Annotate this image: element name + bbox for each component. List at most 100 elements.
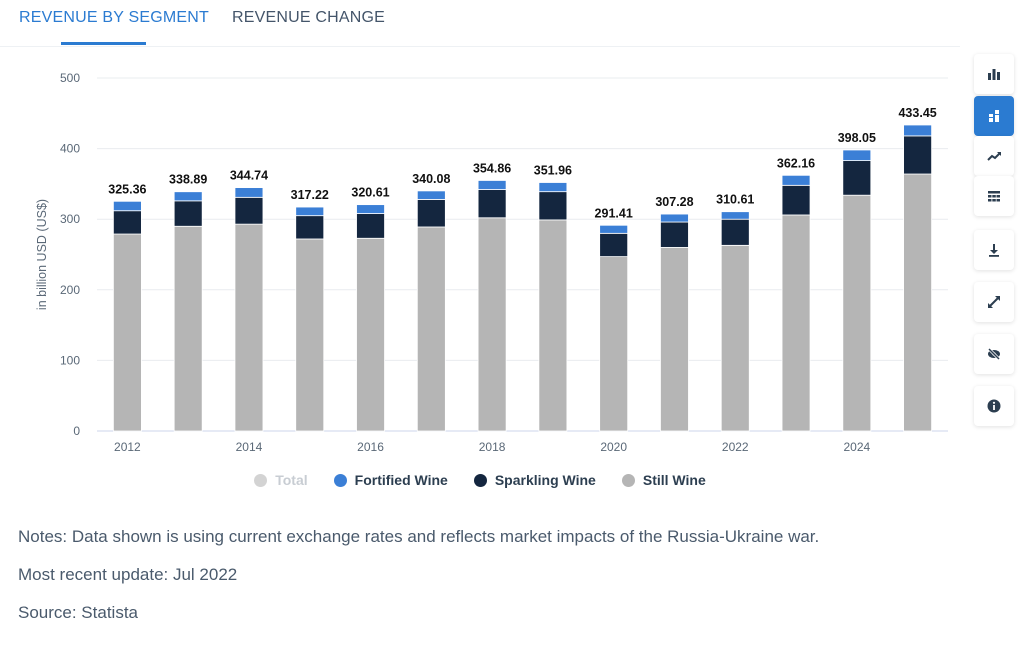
bar-segment-sparkling-wine bbox=[660, 221, 689, 248]
data-label-total: 398.05 bbox=[838, 131, 876, 145]
bar-segment-fortified-wine bbox=[112, 200, 142, 212]
update-text: Most recent update: Jul 2022 bbox=[18, 565, 238, 584]
bar-segment-still-wine bbox=[112, 233, 142, 432]
bar-segment-fortified-wine bbox=[660, 213, 689, 223]
data-label-total: 362.16 bbox=[777, 156, 815, 170]
bar-segment-still-wine bbox=[781, 214, 811, 432]
x-tick-label: 2024 bbox=[843, 440, 870, 454]
legend-swatch-sparkling-wine bbox=[473, 473, 487, 487]
data-label-total: 310.61 bbox=[716, 193, 754, 207]
bar-segment-sparkling-wine bbox=[112, 210, 142, 235]
bar-segment-fortified-wine bbox=[477, 180, 507, 190]
legend-item-still-wine[interactable]: Still Wine bbox=[621, 472, 706, 488]
bar-segment-fortified-wine bbox=[781, 174, 811, 186]
bar-segment-still-wine bbox=[173, 225, 203, 432]
bar-segment-sparkling-wine bbox=[356, 213, 385, 239]
data-label-total: 433.45 bbox=[898, 106, 936, 120]
bar-segment-sparkling-wine bbox=[173, 200, 203, 227]
legend-item-fortified-wine[interactable]: Fortified Wine bbox=[333, 472, 448, 488]
bar-segment-fortified-wine bbox=[842, 149, 872, 162]
data-label-total: 291.41 bbox=[595, 206, 633, 220]
legend-label-fortified-wine: Fortified Wine bbox=[354, 472, 448, 488]
bar-segment-still-wine bbox=[660, 247, 689, 432]
bar-segment-fortified-wine bbox=[173, 191, 203, 202]
legend-label-total: Total bbox=[275, 472, 308, 488]
stacked-bar-chart: 0 100 200 300 400 500 in billion USD (US$) 325.… bbox=[35, 71, 948, 454]
chart-notes: Notes: Data shown is using current excha… bbox=[18, 526, 819, 640]
legend-label-sparkling-wine: Sparkling Wine bbox=[494, 472, 596, 488]
legend-item-sparkling-wine[interactable]: Sparkling Wine bbox=[473, 472, 596, 488]
notes-text: Notes: Data shown is using current excha… bbox=[18, 527, 820, 546]
bar-segment-sparkling-wine bbox=[599, 232, 629, 258]
data-label-total: 344.74 bbox=[230, 169, 268, 183]
legend-label-still-wine: Still Wine bbox=[642, 472, 706, 488]
legend-swatch-total bbox=[254, 473, 268, 487]
legend-item-total[interactable]: Total bbox=[254, 472, 308, 488]
bar-segment-sparkling-wine bbox=[903, 135, 933, 175]
data-label-total: 351.96 bbox=[534, 164, 572, 178]
bar-segment-still-wine bbox=[599, 256, 629, 432]
data-label-total: 325.36 bbox=[108, 182, 146, 196]
y-tick-label: 0 bbox=[73, 424, 80, 438]
bar-segment-fortified-wine bbox=[295, 206, 325, 217]
x-tick-label: 2018 bbox=[479, 440, 506, 454]
data-label-total: 320.61 bbox=[351, 186, 389, 200]
info-icon bbox=[987, 399, 1001, 413]
bar-segment-fortified-wine bbox=[356, 204, 385, 214]
legend-swatch-still-wine bbox=[621, 473, 635, 487]
data-label-total: 354.86 bbox=[473, 161, 511, 175]
bar-segment-sparkling-wine bbox=[477, 189, 507, 219]
data-label-total: 307.28 bbox=[655, 195, 693, 209]
bar-segment-sparkling-wine bbox=[842, 160, 872, 196]
x-tick-label: 2014 bbox=[236, 440, 263, 454]
bar-segment-still-wine bbox=[842, 194, 872, 432]
trend-line-button[interactable] bbox=[974, 136, 1014, 176]
chart-toolbar bbox=[970, 52, 1018, 426]
active-tab-indicator bbox=[61, 42, 146, 45]
download-button[interactable] bbox=[974, 230, 1014, 270]
bar-segment-fortified-wine bbox=[599, 224, 629, 234]
fullscreen-button[interactable] bbox=[974, 282, 1014, 322]
y-tick-label: 400 bbox=[60, 142, 80, 156]
tab-revenue-change[interactable]: REVENUE CHANGE bbox=[232, 9, 386, 26]
bar-chart-icon bbox=[988, 69, 1000, 80]
bar-segment-fortified-wine bbox=[538, 182, 568, 193]
chart-legend: Total Fortified Wine Sparkling Wine Stil… bbox=[0, 472, 960, 488]
y-tick-label: 300 bbox=[60, 212, 80, 226]
bar-segment-still-wine bbox=[416, 226, 446, 432]
bar-segment-fortified-wine bbox=[416, 190, 446, 200]
bar-segment-fortified-wine bbox=[903, 124, 933, 137]
bar-segment-still-wine bbox=[903, 173, 933, 432]
bar-segment-still-wine bbox=[295, 238, 325, 432]
y-tick-label: 200 bbox=[60, 283, 80, 297]
bar-segment-sparkling-wine bbox=[416, 199, 446, 228]
tab-revenue-by-segment[interactable]: REVENUE BY SEGMENT bbox=[19, 9, 210, 26]
bar-segment-still-wine bbox=[538, 219, 568, 432]
download-icon bbox=[989, 244, 999, 257]
bar-segment-still-wine bbox=[720, 244, 750, 432]
y-tick-label: 100 bbox=[60, 353, 80, 367]
tab-bar: REVENUE BY SEGMENT REVENUE CHANGE bbox=[0, 0, 960, 47]
y-tick-label: 500 bbox=[60, 71, 80, 85]
info-button[interactable] bbox=[974, 386, 1014, 426]
table-icon bbox=[988, 191, 1000, 202]
x-tick-label: 2012 bbox=[114, 440, 141, 454]
bar-segment-sparkling-wine bbox=[538, 191, 568, 221]
stacked-chart-icon bbox=[989, 110, 999, 122]
bar-chart-button[interactable] bbox=[974, 54, 1014, 94]
hide-icon bbox=[987, 347, 1001, 361]
data-label-total: 340.08 bbox=[412, 172, 450, 186]
y-axis-label: in billion USD (US$) bbox=[35, 199, 49, 310]
x-tick-label: 2016 bbox=[357, 440, 384, 454]
stacked-chart-button[interactable] bbox=[974, 96, 1014, 136]
trend-line-icon bbox=[987, 152, 1001, 161]
bar-segment-fortified-wine bbox=[234, 187, 264, 198]
table-view-button[interactable] bbox=[974, 176, 1014, 216]
source-text: Source: Statista bbox=[18, 603, 139, 622]
hide-button[interactable] bbox=[974, 334, 1014, 374]
fullscreen-icon bbox=[988, 296, 1000, 308]
bar-segment-sparkling-wine bbox=[781, 184, 811, 216]
data-label-total: 338.89 bbox=[169, 173, 207, 187]
bar-segment-still-wine bbox=[356, 237, 385, 432]
legend-swatch-fortified-wine bbox=[333, 473, 347, 487]
